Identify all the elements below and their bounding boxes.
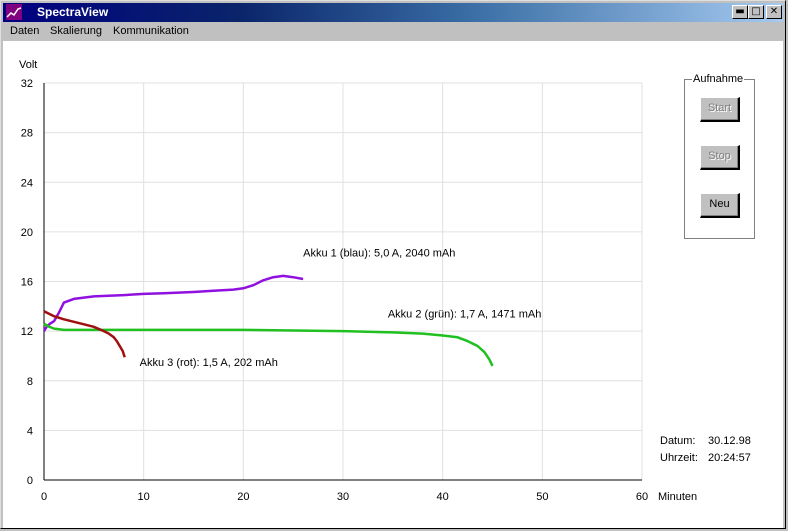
chart-area: 0 4 8 12 16 20 24 28 32 0 10 20 30 40 50 60 Akku 1 (bla… xyxy=(3,41,783,528)
y-tick-label: 20 xyxy=(21,227,33,239)
close-icon: ✕ xyxy=(769,6,779,17)
x-axis-label: Minuten xyxy=(658,491,697,503)
start-button[interactable]: Start xyxy=(700,97,740,122)
y-tick-label: 28 xyxy=(21,128,33,140)
chart-grid xyxy=(44,82,643,480)
series-line-1 xyxy=(42,274,304,332)
menu-skalierung[interactable]: Skalierung xyxy=(50,25,102,37)
x-tick-label: 50 xyxy=(536,491,548,503)
time-label: Uhrzeit: xyxy=(660,452,698,464)
x-tick-label: 60 xyxy=(636,491,648,503)
y-tick-label: 32 xyxy=(21,78,33,90)
y-tick-label: 4 xyxy=(27,425,33,437)
new-button[interactable]: Neu xyxy=(700,193,740,218)
x-tick-label: 40 xyxy=(437,491,449,503)
series-line-2 xyxy=(43,322,494,367)
menu-bar: Daten Skalierung Kommunikation xyxy=(3,23,783,41)
maximize-icon: □ xyxy=(751,6,761,17)
menu-daten[interactable]: Daten xyxy=(10,25,40,37)
close-button[interactable]: ✕ xyxy=(766,5,782,19)
y-tick-label: 8 xyxy=(27,376,33,388)
x-tick-label: 0 xyxy=(41,491,47,503)
time-value: 20:24:57 xyxy=(708,452,751,464)
chart-tick-labels: 0 4 8 12 16 20 24 28 32 0 10 20 30 40 50 60 xyxy=(21,78,648,503)
chart-annotations: Akku 1 (blau): 5,0 A, 2040 mAh Akku 2 (gr… xyxy=(140,248,542,369)
date-label: Datum: xyxy=(660,435,696,447)
y-tick-label: 24 xyxy=(21,177,33,189)
series-annotation: Akku 1 (blau): 5,0 A, 2040 mAh xyxy=(303,248,455,260)
chart-series xyxy=(42,274,494,367)
x-tick-label: 20 xyxy=(237,491,249,503)
maximize-button[interactable]: □ xyxy=(748,5,764,19)
y-tick-label: 16 xyxy=(21,277,33,289)
chart-axes xyxy=(43,83,642,481)
stop-button[interactable]: Stop xyxy=(700,145,740,170)
minimize-icon: ▬ xyxy=(735,6,745,17)
y-axis-label: Volt xyxy=(19,59,37,71)
x-tick-label: 30 xyxy=(337,491,349,503)
menu-kommunikation[interactable]: Kommunikation xyxy=(113,25,189,37)
minimize-button[interactable]: ▬ xyxy=(732,5,748,19)
date-value: 30.12.98 xyxy=(708,435,751,447)
series-annotation: Akku 2 (grün): 1,7 A, 1471 mAh xyxy=(388,308,541,320)
voltage-chart: 0 4 8 12 16 20 24 28 32 0 10 20 30 40 50 60 Akku 1 (bla… xyxy=(19,59,697,503)
window-title: SpectraView xyxy=(37,5,109,19)
app-icon[interactable] xyxy=(6,4,22,20)
series-annotation: Akku 3 (rot): 1,5 A, 202 mAh xyxy=(140,357,278,369)
y-tick-label: 0 xyxy=(27,475,33,487)
recording-group-label: Aufnahme xyxy=(692,73,745,85)
title-bar[interactable]: SpectraView ▬ □ ✕ xyxy=(3,3,783,22)
series-line-3 xyxy=(43,310,126,358)
y-tick-label: 12 xyxy=(21,326,33,338)
x-tick-label: 10 xyxy=(138,491,150,503)
